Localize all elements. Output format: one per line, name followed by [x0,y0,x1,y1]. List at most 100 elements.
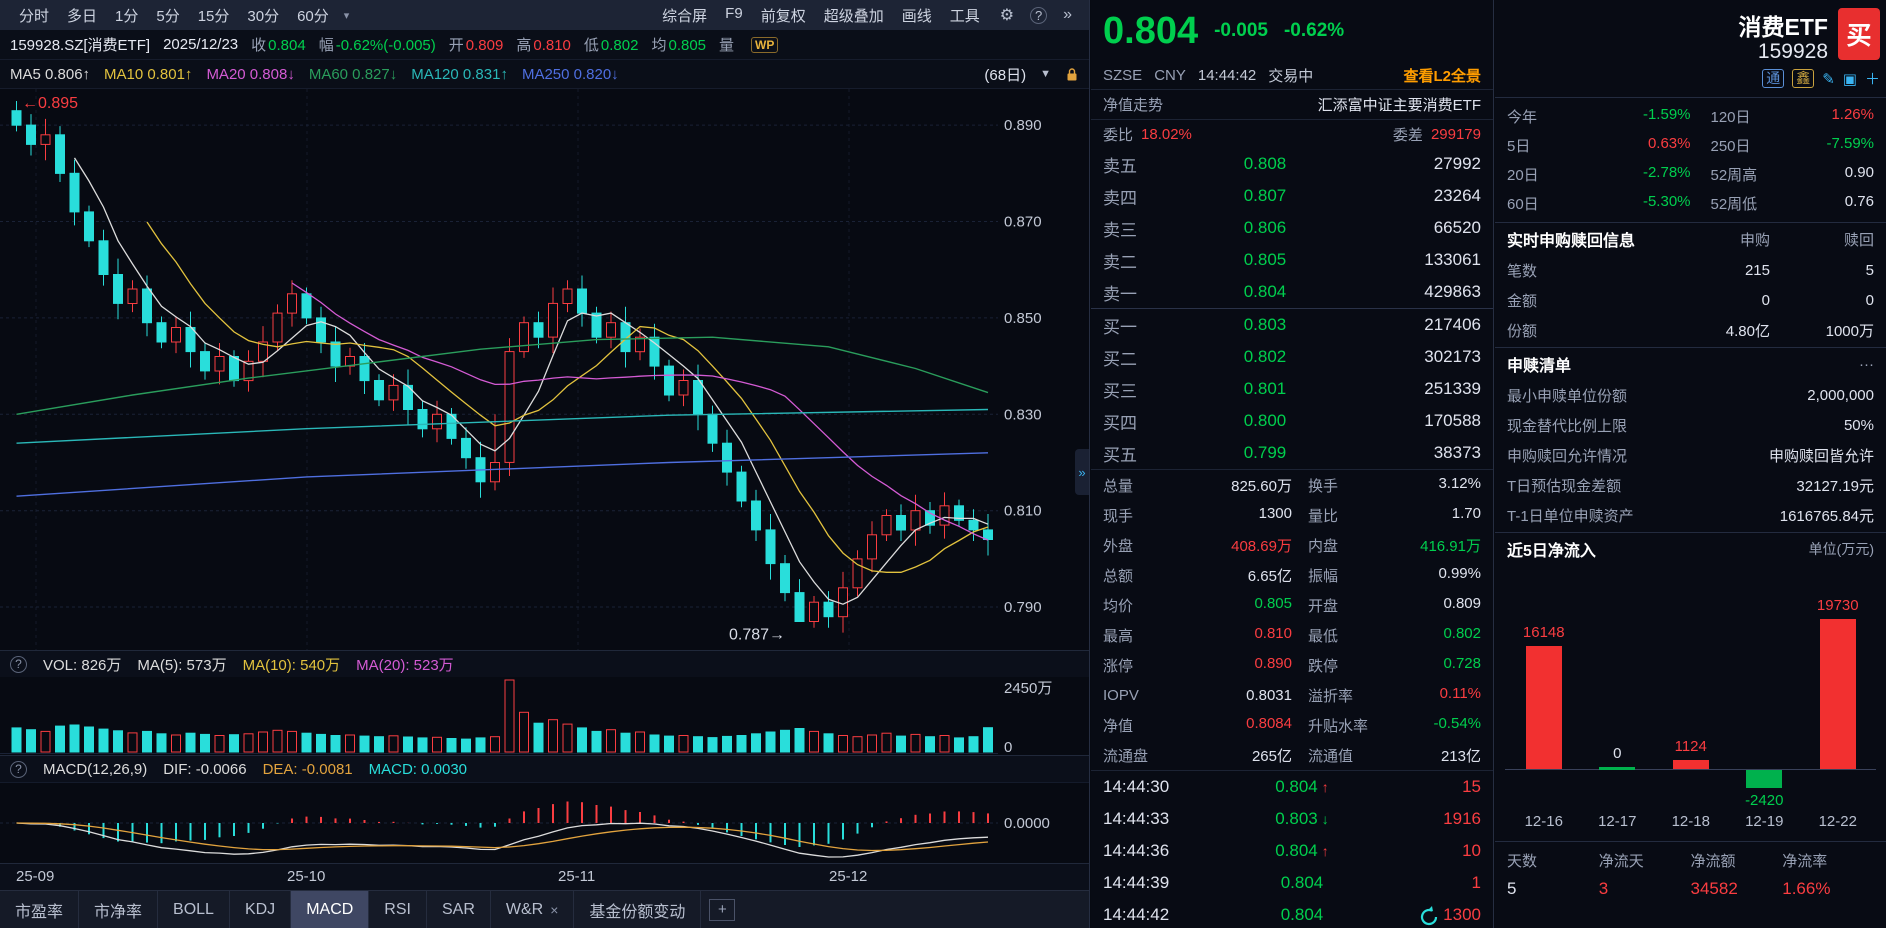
period-tab-15分[interactable]: 15分 [197,7,230,25]
period-tab-5分[interactable]: 5分 [156,7,180,25]
refresh-icon[interactable] [1417,905,1441,928]
period-tab-1分[interactable]: 1分 [115,7,139,25]
tick-volume: 1 [1471,873,1481,892]
window-range-label[interactable]: (68日) [984,66,1027,84]
stat-label: 涨停 [1103,657,1134,675]
tab-基金份额变动[interactable]: 基金份额变动 [574,891,702,928]
vol-header-item: MA(20): 523万 [356,656,454,674]
tool-button-F9[interactable]: F9 [725,4,743,22]
stat-value: 213亿 [1440,747,1481,765]
volume-canvas: 2450万 0 [0,679,1052,756]
bid-row[interactable]: 买一 0.803 217406 [1091,309,1493,341]
book-price: 0.800 [1243,411,1287,430]
chart-image-icon[interactable]: ▣ [1842,70,1857,88]
vol-help-icon[interactable]: ? [10,655,27,673]
vol-header-item: VOL: 826万 [43,656,122,674]
tab-SAR[interactable]: SAR [427,891,491,928]
macd-pane[interactable]: 0.0000 [0,782,1089,863]
period-tab-多日[interactable]: 多日 [67,7,98,25]
tab-市净率[interactable]: 市净率 [79,891,159,928]
gear-icon[interactable]: ⚙ [999,7,1015,24]
tab-RSI[interactable]: RSI [369,891,427,928]
stat-value: 1.70 [1451,504,1481,522]
stat-label: 跌停 [1308,657,1339,675]
stat-IOPV: IOPV 0.8031 [1103,687,1292,704]
tool-button-画线[interactable]: 画线 [901,7,932,25]
add-indicator-button[interactable]: + [709,898,736,921]
ask-row[interactable]: 卖三 0.806 66520 [1091,212,1493,244]
ask-row[interactable]: 卖二 0.805 133061 [1091,244,1493,276]
buy-button[interactable]: 买 [1838,8,1880,60]
field-量: 量 [719,34,736,55]
panel-collapse-handle[interactable]: » [1075,449,1089,495]
window-dropdown-icon[interactable]: ▼ [1040,68,1051,80]
tab-市盈率[interactable]: 市盈率 [0,891,80,928]
tick-volume: 15 [1462,777,1481,796]
book-volume: 302173 [1424,347,1481,366]
wp-badge[interactable]: WP [751,36,779,53]
stat-label: 现手 [1103,507,1134,525]
more-icon[interactable]: ··· [1859,355,1874,373]
tab-MACD[interactable]: MACD [291,891,370,928]
tool-button-综合屏[interactable]: 综合屏 [662,7,708,25]
stat-溢折率: 溢折率 0.11% [1292,685,1481,706]
edit-icon[interactable]: ✎ [1822,70,1835,88]
book-volume: 66520 [1433,218,1481,237]
perf-value: 0.63% [1647,135,1691,152]
list-value: 50% [1843,416,1874,434]
tab-BOLL[interactable]: BOLL [158,891,230,928]
period-tab-60分[interactable]: 60分 [297,7,329,25]
field-value: 0.809 [465,37,504,54]
perf-label: 52周高 [1710,167,1758,184]
sub-label: 金额 [1507,292,1538,310]
stat-row: 现手 1300 量比 1.70 [1091,500,1493,530]
stat-最高: 最高 0.810 [1103,625,1292,646]
bid-row[interactable]: 买四 0.800 170588 [1091,405,1493,437]
book-volume: 251339 [1424,379,1481,398]
perf-value: 0.76 [1844,193,1874,210]
flow-summary-净流天: 净流天 3 [1599,850,1691,899]
stats-grid: 总量 825.60万 换手 3.12% 现手 1300 量比 1.70 外盘 408.69万 内盘 4… [1091,469,1493,770]
trading-status: 交易中 [1268,68,1314,85]
tick-row: 14:44:33 0.803 ↓ 1916 [1091,803,1493,835]
tick-row: 14:44:39 0.804 1 [1091,867,1493,899]
flow-summary-label: 净流额 [1690,853,1736,870]
ask-row[interactable]: 卖五 0.808 27992 [1091,148,1493,180]
field-幅: 幅 -0.62%(-0.005) [319,34,436,55]
ask-row[interactable]: 卖四 0.807 23264 [1091,180,1493,212]
add-icon[interactable]: ＋ [1864,71,1880,88]
tool-button-工具[interactable]: 工具 [949,7,980,25]
nav-label[interactable]: 净值走势 [1103,97,1164,114]
flow-title-row: 近5日净流入 单位(万元) [1495,533,1886,565]
stat-row: 总额 6.65亿 振幅 0.99% [1091,560,1493,590]
volume-pane[interactable]: 2450万 0 [0,677,1089,756]
help-icon[interactable]: ? [1030,6,1048,24]
ask-row[interactable]: 卖一 0.804 429863 [1091,276,1493,308]
close-icon[interactable]: × [550,901,559,918]
kline-chart[interactable]: 0.890 0.870 0.850 0.830 0.810 0.790 ←0.895 0.78… [0,89,1089,650]
more-chevrons-icon[interactable]: » [1063,6,1072,23]
sub-subscribe-value: 0 [1761,291,1770,309]
sub-subscribe-value: 4.80亿 [1725,322,1770,340]
macd-help-icon[interactable]: ? [10,760,27,778]
flow-bar-12-18 [1672,760,1709,769]
lock-icon[interactable] [1065,67,1079,82]
ma-item-MA5: MA5 0.806↑ [10,65,91,83]
stat-value: -0.54% [1433,714,1481,732]
stat-label: 内盘 [1308,537,1339,555]
tool-button-前复权[interactable]: 前复权 [760,7,806,25]
bid-row[interactable]: 买三 0.801 251339 [1091,373,1493,405]
stat-量比: 量比 1.70 [1292,505,1481,526]
stat-value: 0.8031 [1246,686,1292,704]
bid-row[interactable]: 买五 0.799 38373 [1091,437,1493,469]
tab-KDJ[interactable]: KDJ [230,891,292,928]
period-tab-30分[interactable]: 30分 [247,7,280,25]
weicha-value: 299179 [1430,125,1481,143]
period-tab-分时[interactable]: 分时 [19,7,50,25]
bid-row[interactable]: 买二 0.802 302173 [1091,341,1493,373]
tab-W&R[interactable]: W&R × [491,891,575,928]
period-dropdown-icon[interactable]: ▾ [343,9,350,22]
l2-link[interactable]: 查看L2全景 [1403,68,1481,85]
perf-label: 5日 [1507,138,1531,155]
tool-button-超级叠加[interactable]: 超级叠加 [823,7,884,25]
